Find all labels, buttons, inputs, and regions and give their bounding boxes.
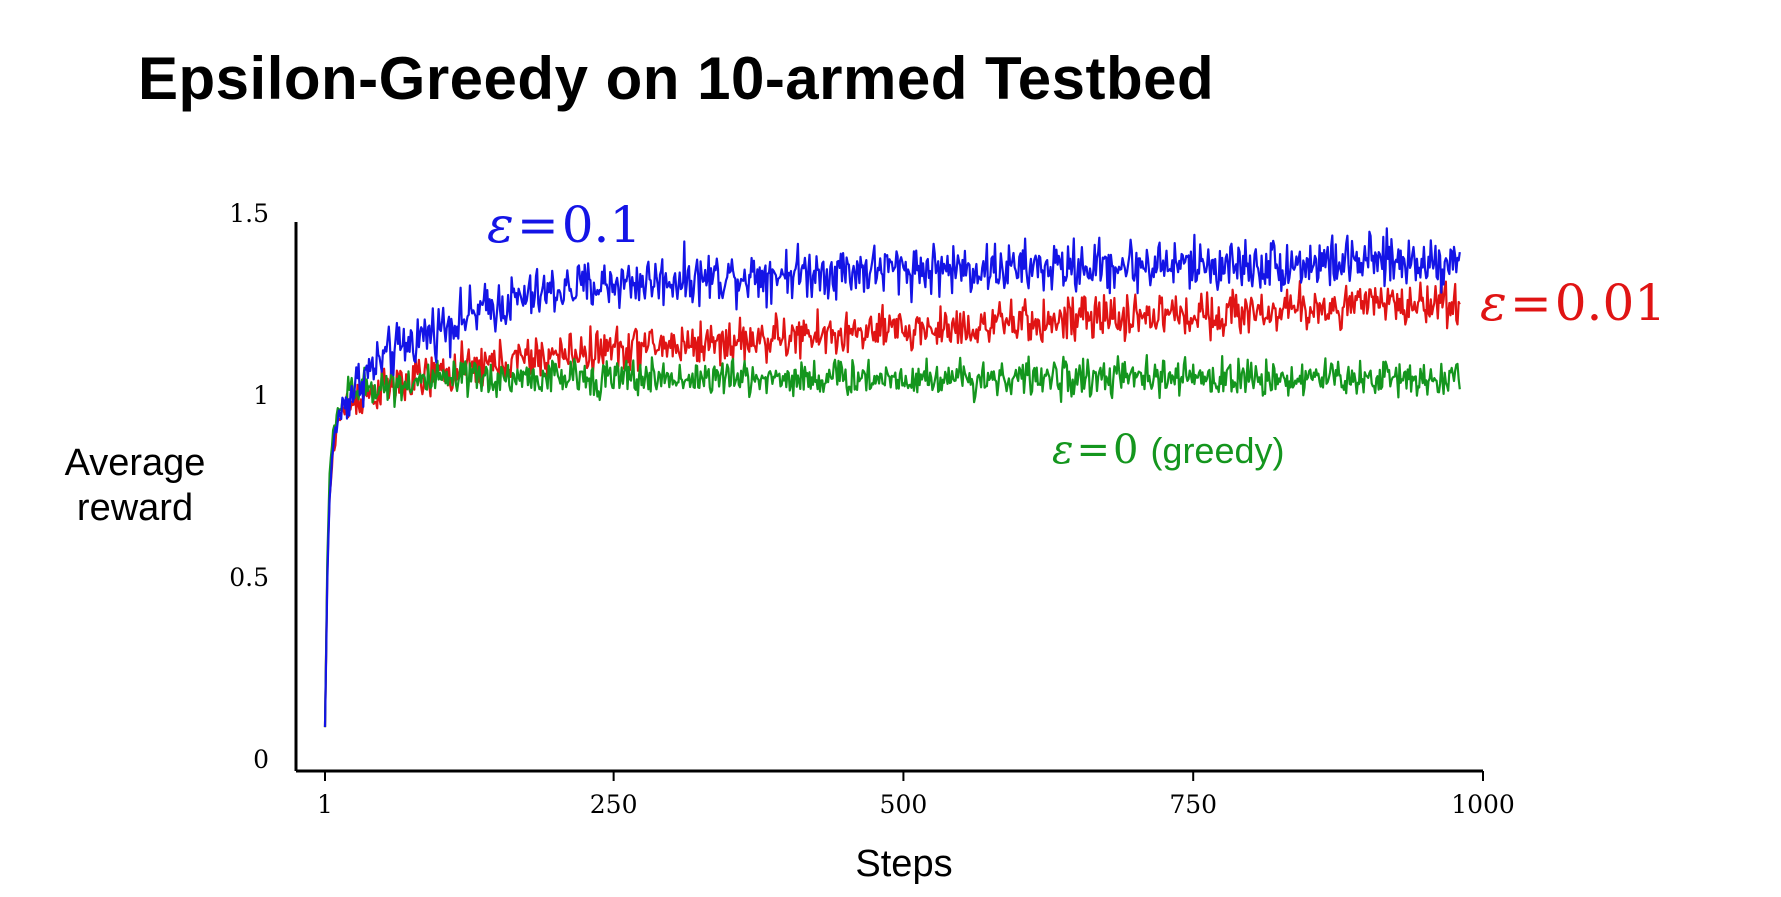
y-axis-label-line-2: reward <box>77 487 193 529</box>
series-line-eps-0-1 <box>323 227 1461 728</box>
x-tick-label-4: 1000 <box>1451 790 1515 819</box>
y-tick-label-3: 1.5 <box>229 199 269 228</box>
x-tick-label-2: 500 <box>880 790 928 819</box>
series-line-eps-0-01 <box>323 273 1461 728</box>
y-tick-label-2: 1 <box>253 381 269 410</box>
axes-layer <box>294 222 1483 773</box>
series-label-eps-0-01: ε=0.01 <box>1480 274 1666 332</box>
y-tick-label-1: 0.5 <box>229 563 269 592</box>
slide-title: Epsilon-Greedy on 10-armed Testbed <box>138 45 1215 112</box>
series-label-eps-0-1: ε=0.1 <box>487 196 641 254</box>
x-axis-label: Steps <box>855 843 952 885</box>
x-tick-label-0: 1 <box>317 790 333 819</box>
labels-layer: Average reward Steps <box>65 442 953 885</box>
y-axis-label-line-1: Average <box>65 442 206 484</box>
x-tick-label-1: 250 <box>590 790 638 819</box>
y-tick-label-0: 0 <box>253 745 269 774</box>
series-layer <box>323 227 1461 728</box>
series-label-eps-0: ε=0 (greedy) <box>1052 427 1285 473</box>
series-line-eps-0 <box>323 354 1461 728</box>
series-labels-layer: ε=0.1 ε=0.01 ε=0 (greedy) <box>487 196 1666 473</box>
ticks-layer: 1 250 500 750 1000 0 0.5 1 1.5 <box>229 199 1515 819</box>
x-tick-label-3: 750 <box>1169 790 1217 819</box>
